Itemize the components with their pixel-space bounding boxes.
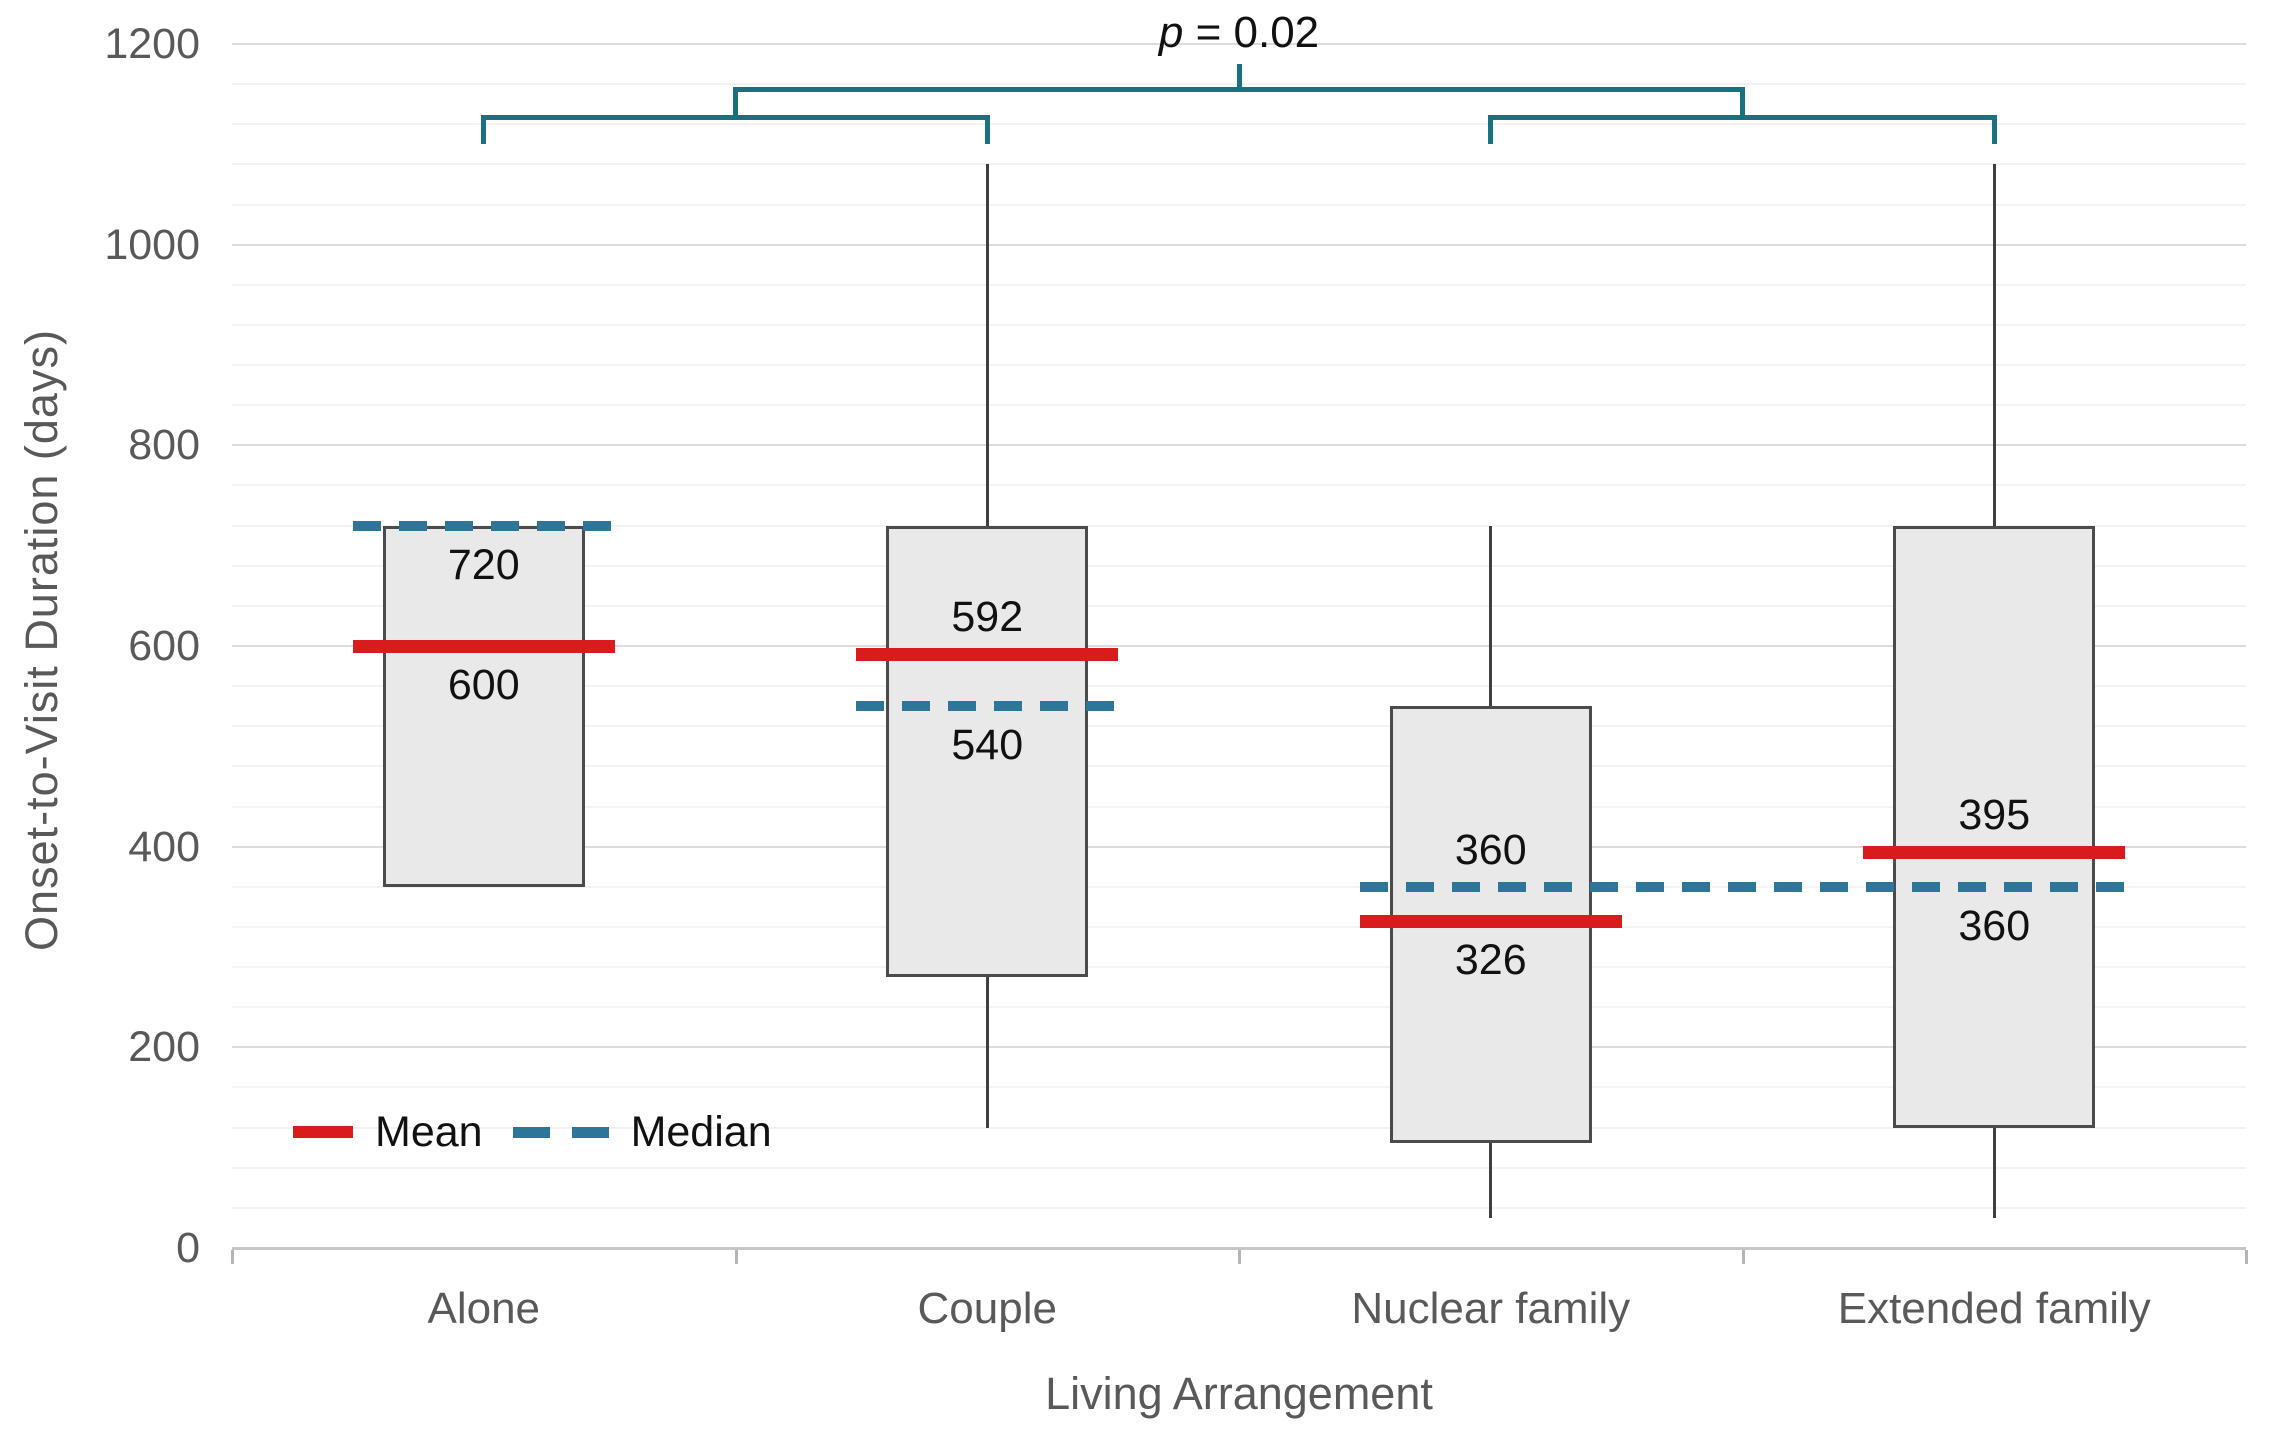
y-axis-title: Onset-to-Visit Duration (days) xyxy=(16,329,67,951)
gridline-minor xyxy=(232,123,2246,126)
whisker-high-extended-family xyxy=(1992,164,1996,526)
x-category-label-nuclear-family: Nuclear family xyxy=(1351,1284,1631,1333)
whisker-high-couple xyxy=(985,164,989,526)
gridline-minor xyxy=(232,404,2246,407)
gridline-minor xyxy=(232,283,2246,286)
gridline-minor xyxy=(232,1086,2246,1089)
x-axis-tick xyxy=(1741,1250,1745,1264)
mean-line-couple xyxy=(856,648,1119,662)
gridline-major xyxy=(232,444,2246,447)
gridline-minor xyxy=(232,765,2246,768)
gridline-minor xyxy=(232,364,2246,367)
mean-line-nuclear-family xyxy=(1359,914,1622,928)
x-axis-tick xyxy=(1238,1250,1241,1264)
x-category-label-alone: Alone xyxy=(427,1284,541,1333)
gridline-minor xyxy=(232,163,2246,166)
x-axis-tick xyxy=(231,1250,234,1264)
p-symbol: p xyxy=(1158,8,1184,57)
y-tick-label: 600 xyxy=(128,622,200,670)
whisker-low-couple xyxy=(985,977,989,1128)
gridline-minor xyxy=(232,1006,2246,1009)
gridline-minor xyxy=(232,484,2246,487)
y-tick-label: 0 xyxy=(176,1224,200,1272)
whisker-high-nuclear-family xyxy=(1489,525,1493,707)
box-couple xyxy=(886,525,1089,978)
bracket-p-tick xyxy=(1236,64,1242,87)
mean-value-label-couple: 592 xyxy=(951,593,1024,642)
x-axis-tick xyxy=(734,1250,738,1264)
legend: Mean Median xyxy=(293,1104,772,1160)
x-axis-tick xyxy=(2245,1250,2248,1264)
gridline-minor xyxy=(232,1206,2246,1209)
gridline-minor xyxy=(232,725,2246,728)
x-category-label-extended-family: Extended family xyxy=(1837,1284,2151,1333)
median-value-label-extended-family: 360 xyxy=(1958,901,2031,950)
median-line-nuclear-family xyxy=(1359,881,2126,892)
x-category-label-couple: Couple xyxy=(917,1284,1057,1333)
box-extended-family xyxy=(1893,525,2096,1128)
gridline-minor xyxy=(232,604,2246,607)
gridline-minor xyxy=(232,203,2246,206)
bracket-pair-0-left-drop xyxy=(481,115,487,144)
gridline-minor xyxy=(232,805,2246,808)
mean-line-alone xyxy=(352,640,615,653)
gridline-minor xyxy=(232,1126,2246,1129)
gridline-major xyxy=(232,43,2246,45)
gridline-minor xyxy=(232,564,2246,567)
gridline-minor xyxy=(232,966,2246,969)
box-alone xyxy=(382,525,585,887)
y-tick-label: 1200 xyxy=(104,20,200,68)
y-tick-label: 800 xyxy=(128,421,200,470)
p-value-annotation: p = 0.02 xyxy=(1159,8,1319,58)
gridline-major xyxy=(232,1046,2246,1049)
bracket-pair-1-right-drop xyxy=(1991,115,1997,144)
p-value-text: = 0.02 xyxy=(1183,8,1320,57)
y-tick-label: 200 xyxy=(128,1023,200,1072)
median-value-label-nuclear-family: 360 xyxy=(1454,825,1527,874)
bracket-top-drop-0 xyxy=(733,87,738,120)
gridline-minor xyxy=(232,685,2246,688)
gridline-minor xyxy=(232,925,2246,928)
mean-line-extended-family xyxy=(1863,845,2126,859)
gridline-major xyxy=(232,645,2246,647)
mean-value-label-alone: 600 xyxy=(447,661,520,709)
median-value-label-couple: 540 xyxy=(951,721,1024,770)
legend-median-label: Median xyxy=(630,1107,772,1156)
gridline-major xyxy=(232,243,2246,246)
whisker-low-extended-family xyxy=(1992,1127,1996,1218)
median-line-couple xyxy=(856,701,1119,712)
bracket-pair-1-left-drop xyxy=(1488,115,1494,144)
mean-value-label-nuclear-family: 326 xyxy=(1454,935,1527,984)
mean-value-label-extended-family: 395 xyxy=(1958,790,2031,839)
legend-mean-label: Mean xyxy=(375,1107,483,1156)
gridline-minor xyxy=(232,885,2246,888)
bracket-pair-0-right-drop xyxy=(984,115,990,144)
bracket-top xyxy=(733,87,1745,92)
x-axis-line xyxy=(232,1247,2246,1250)
legend-median-swatch xyxy=(512,1126,609,1138)
y-tick-label: 400 xyxy=(128,822,200,871)
whisker-low-nuclear-family xyxy=(1489,1142,1493,1218)
legend-mean-swatch xyxy=(293,1126,353,1138)
gridline-minor xyxy=(232,323,2246,326)
bracket-top-drop-1 xyxy=(1740,87,1745,120)
gridline-major xyxy=(232,845,2246,848)
median-value-label-alone: 720 xyxy=(447,540,520,589)
median-line-alone xyxy=(352,520,615,531)
y-tick-label: 1000 xyxy=(104,220,200,269)
x-axis-title: Living Arrangement xyxy=(1045,1368,1433,1419)
gridline-minor xyxy=(232,1166,2246,1169)
gridline-minor xyxy=(232,524,2246,527)
